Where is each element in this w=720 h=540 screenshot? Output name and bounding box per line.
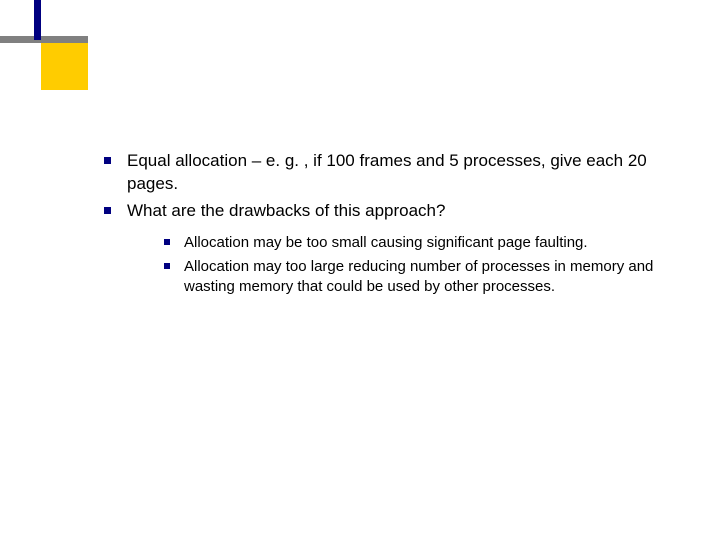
list-item: What are the drawbacks of this approach?: [104, 200, 684, 223]
deco-vertical-blue-bar: [34, 0, 41, 40]
list-item: Allocation may too large reducing number…: [164, 257, 684, 298]
deco-yellow-square: [41, 43, 88, 90]
list-item-text: What are the drawbacks of this approach?: [127, 200, 445, 223]
list-item-text: Allocation may be too small causing sign…: [184, 233, 588, 253]
slide: Equal allocation – e. g. , if 100 frames…: [0, 0, 720, 540]
square-bullet-icon: [164, 263, 170, 269]
list-item-text: Allocation may too large reducing number…: [184, 257, 684, 298]
square-bullet-icon: [104, 207, 111, 214]
nested-list: Allocation may be too small causing sign…: [164, 233, 684, 298]
square-bullet-icon: [104, 157, 111, 164]
corner-decoration: [0, 0, 100, 120]
deco-horizontal-gray-bar: [0, 36, 88, 43]
square-bullet-icon: [164, 239, 170, 245]
slide-body: Equal allocation – e. g. , if 100 frames…: [104, 150, 684, 302]
list-item: Equal allocation – e. g. , if 100 frames…: [104, 150, 684, 196]
list-item-text: Equal allocation – e. g. , if 100 frames…: [127, 150, 684, 196]
list-item: Allocation may be too small causing sign…: [164, 233, 684, 253]
